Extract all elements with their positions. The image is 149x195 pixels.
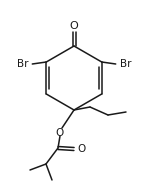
Text: Br: Br	[17, 59, 28, 69]
Text: Br: Br	[120, 59, 131, 69]
Text: O: O	[56, 128, 64, 138]
Text: O: O	[77, 144, 85, 154]
Text: O: O	[70, 21, 78, 31]
